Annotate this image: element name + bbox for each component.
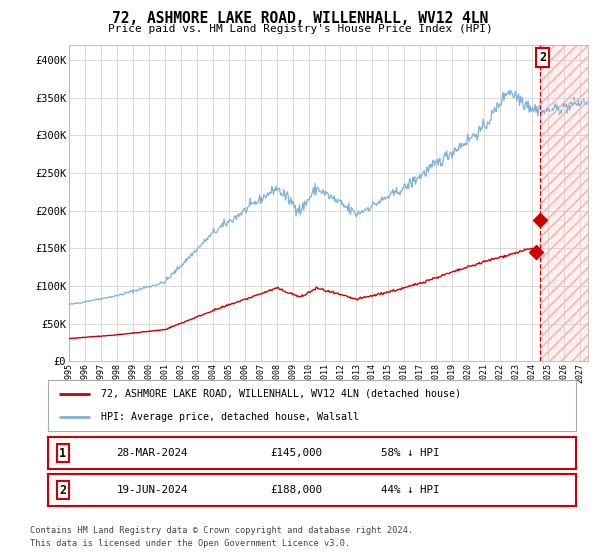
Text: £145,000: £145,000 (270, 448, 322, 458)
Text: This data is licensed under the Open Government Licence v3.0.: This data is licensed under the Open Gov… (30, 539, 350, 548)
Text: Price paid vs. HM Land Registry's House Price Index (HPI): Price paid vs. HM Land Registry's House … (107, 24, 493, 34)
Text: 1: 1 (59, 446, 67, 460)
Bar (539, 45, 588, 361)
Text: 19-JUN-2024: 19-JUN-2024 (116, 485, 188, 495)
Text: 58% ↓ HPI: 58% ↓ HPI (380, 448, 439, 458)
Text: 72, ASHMORE LAKE ROAD, WILLENHALL, WV12 4LN (detached house): 72, ASHMORE LAKE ROAD, WILLENHALL, WV12 … (101, 389, 461, 399)
Text: 2: 2 (539, 51, 546, 64)
Text: HPI: Average price, detached house, Walsall: HPI: Average price, detached house, Wals… (101, 412, 359, 422)
Text: Contains HM Land Registry data © Crown copyright and database right 2024.: Contains HM Land Registry data © Crown c… (30, 526, 413, 535)
Text: 2: 2 (59, 483, 67, 497)
Text: £188,000: £188,000 (270, 485, 322, 495)
Text: 28-MAR-2024: 28-MAR-2024 (116, 448, 188, 458)
Text: 44% ↓ HPI: 44% ↓ HPI (380, 485, 439, 495)
Text: 72, ASHMORE LAKE ROAD, WILLENHALL, WV12 4LN: 72, ASHMORE LAKE ROAD, WILLENHALL, WV12 … (112, 11, 488, 26)
